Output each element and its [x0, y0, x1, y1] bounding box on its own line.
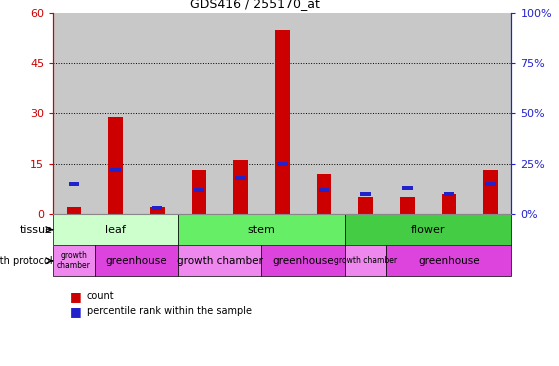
Text: count: count: [87, 291, 114, 302]
Bar: [361, 192, 371, 196]
Bar: [319, 188, 329, 192]
Title: GDS416 / 255170_at: GDS416 / 255170_at: [190, 0, 320, 10]
Bar: [262, 245, 345, 276]
Bar: [442, 194, 456, 214]
Bar: [275, 30, 290, 214]
Text: stem: stem: [248, 225, 276, 235]
Text: greenhouse: greenhouse: [106, 256, 167, 266]
Bar: [95, 245, 178, 276]
Bar: [150, 208, 164, 214]
Bar: [358, 197, 373, 214]
Bar: [192, 171, 206, 214]
Bar: [345, 245, 386, 276]
Bar: [178, 214, 345, 245]
Bar: [108, 117, 123, 214]
Bar: [152, 206, 163, 210]
Text: leaf: leaf: [105, 225, 126, 235]
Text: percentile rank within the sample: percentile rank within the sample: [87, 306, 252, 316]
Bar: [277, 162, 287, 165]
Bar: [235, 176, 246, 180]
Bar: [386, 13, 428, 214]
Bar: [110, 168, 121, 172]
Bar: [345, 13, 386, 214]
Bar: [400, 197, 415, 214]
Bar: [428, 13, 470, 214]
Bar: [386, 245, 511, 276]
Text: growth
chamber: growth chamber: [57, 251, 91, 270]
Bar: [178, 245, 262, 276]
Bar: [303, 13, 345, 214]
Bar: [316, 174, 331, 214]
Bar: [485, 182, 496, 186]
Bar: [69, 182, 79, 186]
Bar: [67, 208, 81, 214]
Bar: [53, 13, 95, 214]
Text: tissue: tissue: [19, 225, 53, 235]
Bar: [262, 13, 303, 214]
Bar: [220, 13, 262, 214]
Text: growth chamber: growth chamber: [177, 256, 263, 266]
Bar: [178, 13, 220, 214]
Text: greenhouse: greenhouse: [418, 256, 480, 266]
Bar: [53, 245, 95, 276]
Bar: [470, 13, 511, 214]
Text: growth protocol: growth protocol: [0, 256, 53, 266]
Bar: [345, 214, 511, 245]
Bar: [233, 160, 248, 214]
Bar: [95, 13, 136, 214]
Bar: [53, 214, 178, 245]
Bar: [136, 13, 178, 214]
Bar: [444, 192, 454, 196]
Text: ■: ■: [70, 305, 82, 318]
Bar: [484, 171, 498, 214]
Bar: [402, 186, 413, 190]
Text: growth chamber: growth chamber: [334, 256, 397, 265]
Text: ■: ■: [70, 290, 82, 303]
Text: greenhouse: greenhouse: [272, 256, 334, 266]
Text: flower: flower: [411, 225, 446, 235]
Bar: [194, 188, 204, 192]
